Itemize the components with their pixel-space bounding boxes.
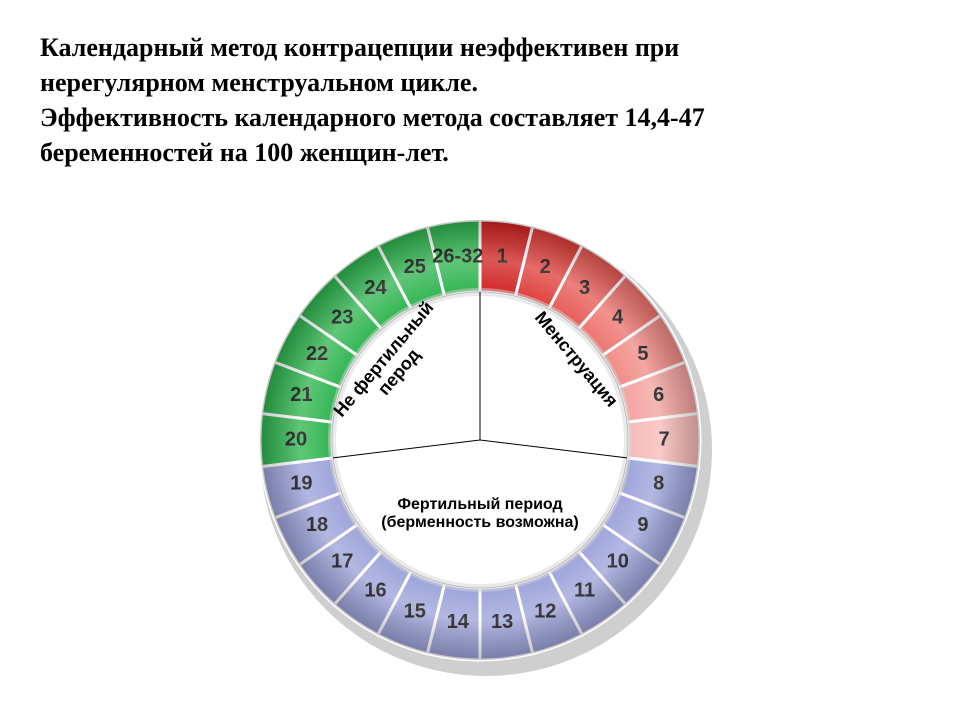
segment-label-1: 1: [497, 246, 508, 268]
group-label-fertile-line1: (берменность возможна): [381, 514, 578, 531]
segment-label-22: 22: [306, 343, 328, 365]
title-block: Календарный метод контрацепции неэффекти…: [0, 0, 960, 180]
segment-label-25: 25: [404, 257, 426, 279]
title-line-2: нерегулярном менструальном цикле.: [40, 65, 920, 100]
segment-label-7: 7: [658, 429, 669, 451]
segment-label-6: 6: [653, 385, 664, 407]
segment-label-12: 12: [534, 601, 556, 623]
segment-label-17: 17: [331, 551, 353, 573]
segment-label-5: 5: [637, 343, 648, 365]
cycle-donut-chart: 1234567891011121314151617181920212223242…: [200, 180, 760, 700]
segment-label-15: 15: [404, 601, 426, 623]
segment-label-16: 16: [364, 580, 386, 602]
segment-label-9: 9: [637, 514, 648, 536]
group-label-fertile: Фертильный период(берменность возможна): [381, 496, 578, 531]
title-line-1: Календарный метод контрацепции неэффекти…: [40, 30, 920, 65]
segment-label-13: 13: [491, 611, 513, 633]
segment-label-2: 2: [540, 257, 551, 279]
segment-label-14: 14: [447, 611, 470, 633]
segment-label-23: 23: [331, 307, 353, 329]
segment-label-18: 18: [306, 514, 328, 536]
segment-label-11: 11: [574, 580, 595, 602]
segment-label-19: 19: [290, 473, 312, 495]
segment-label-8: 8: [653, 473, 664, 495]
segment-label-10: 10: [607, 551, 629, 573]
title-line-4: беременностей на 100 женщин-лет.: [40, 135, 920, 170]
chart-container: 1234567891011121314151617181920212223242…: [0, 180, 960, 700]
segment-label-4: 4: [612, 307, 624, 329]
segment-label-21: 21: [290, 385, 312, 407]
segment-label-26-32: 26-32: [432, 246, 483, 268]
segment-label-24: 24: [364, 277, 387, 299]
segment-label-3: 3: [579, 277, 590, 299]
title-line-3: Эффективность календарного метода состав…: [40, 100, 920, 135]
group-label-fertile-line0: Фертильный период: [397, 496, 562, 513]
segment-label-20: 20: [285, 429, 307, 451]
